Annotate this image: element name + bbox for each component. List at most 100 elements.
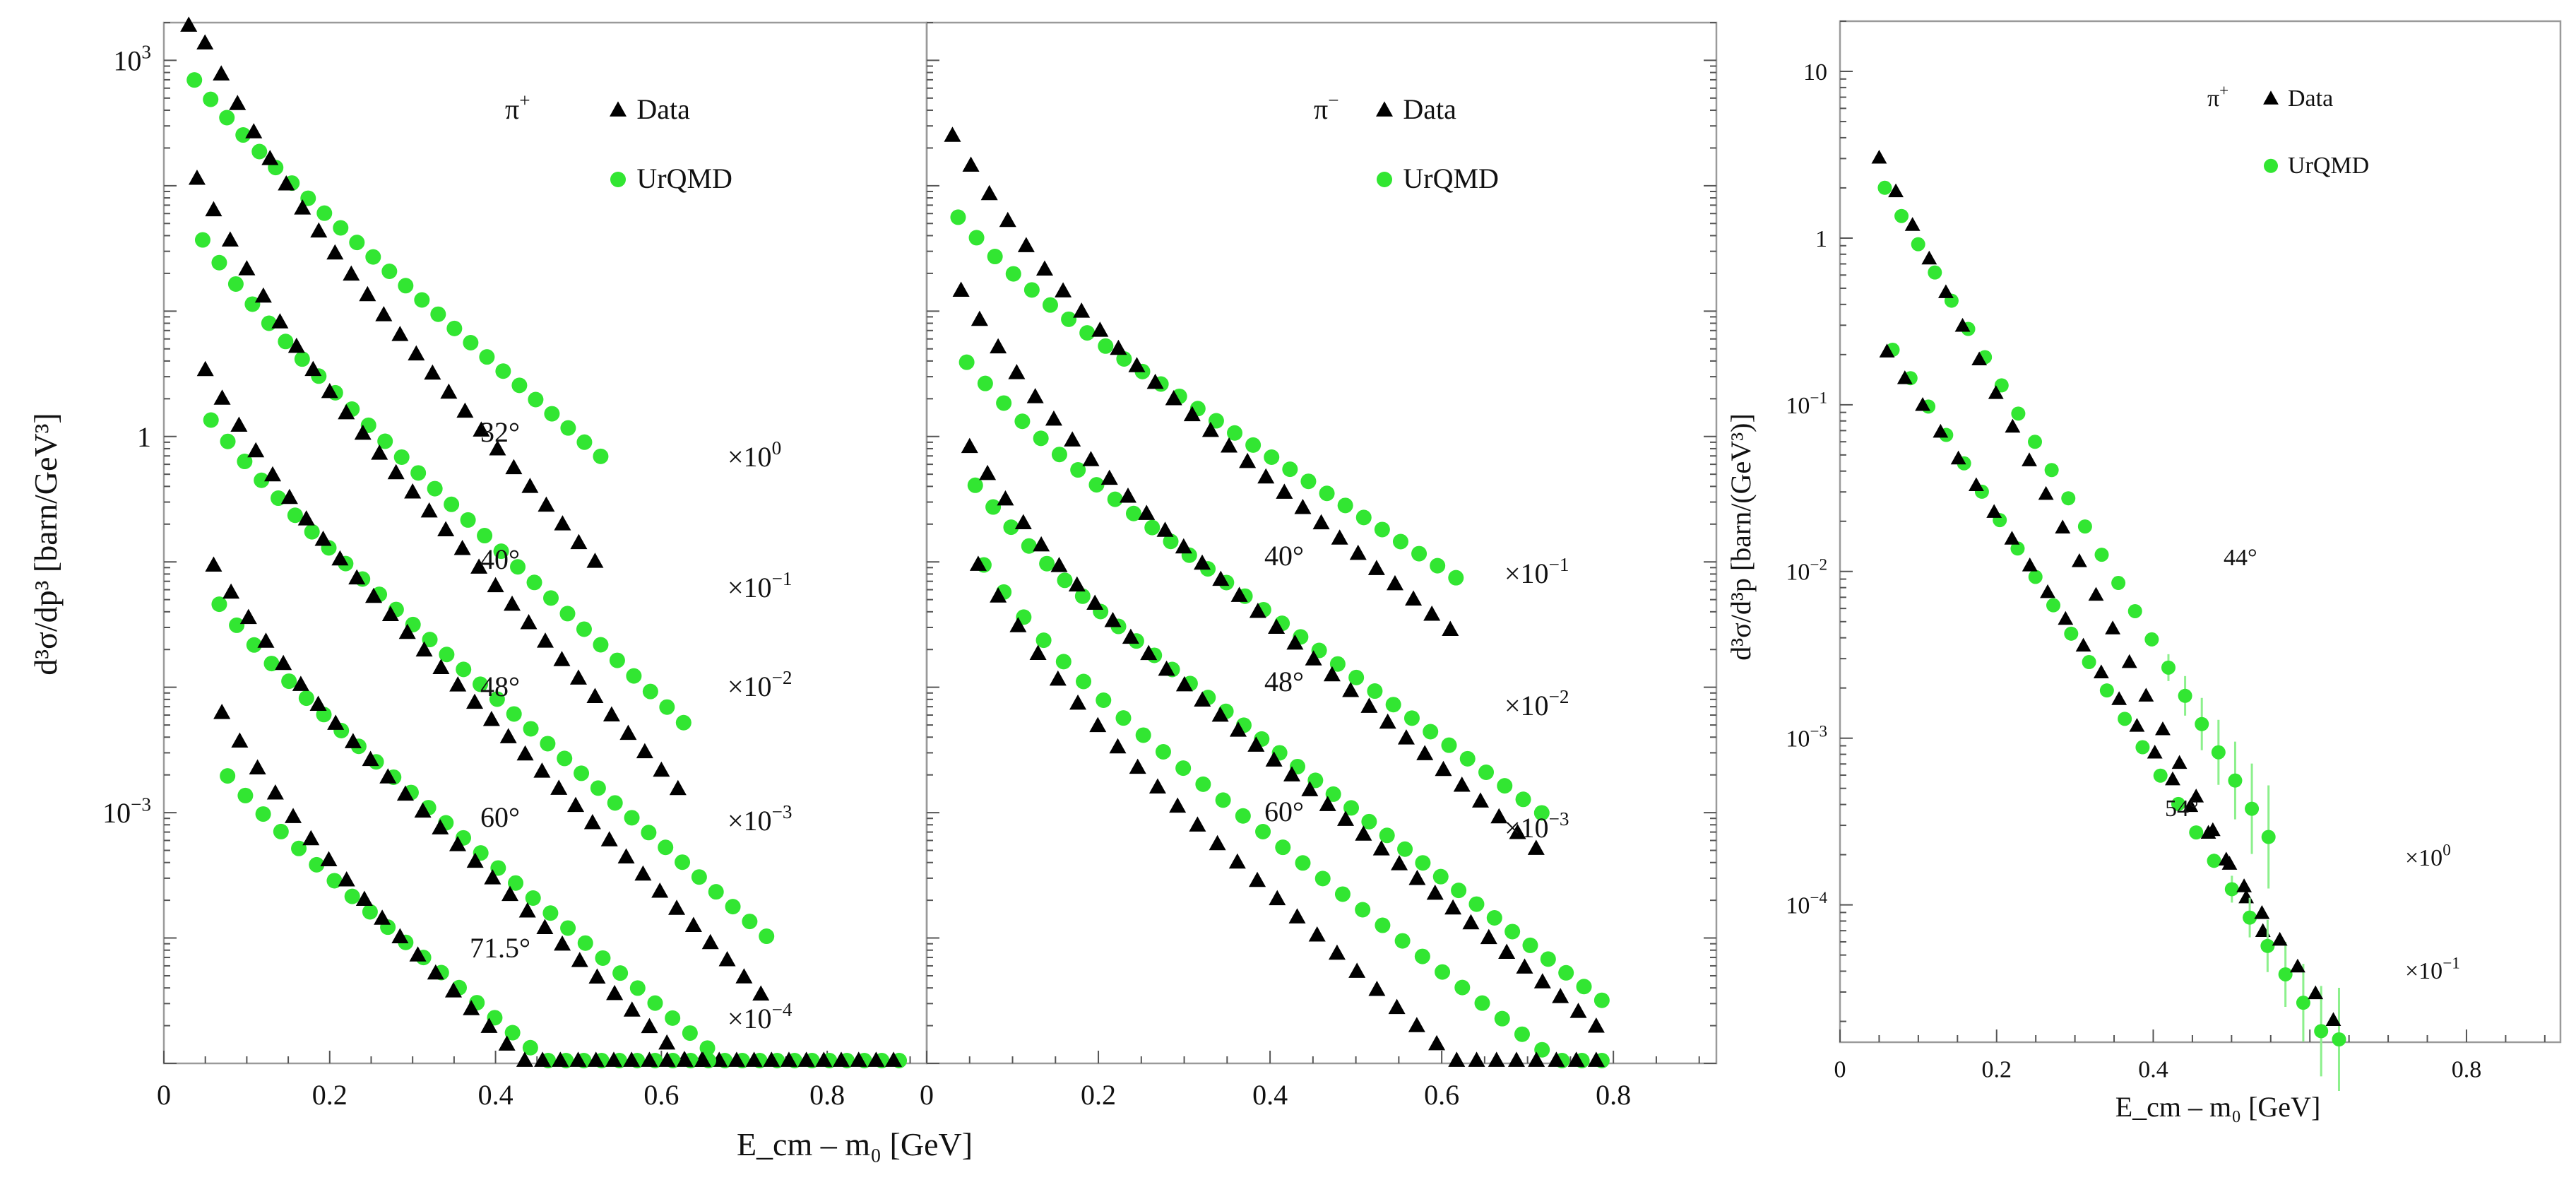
data-point (338, 871, 355, 887)
data-point (2272, 931, 2288, 946)
model-point (304, 524, 320, 540)
data-point (538, 496, 555, 512)
x-tick-label: 0.8 (1596, 1079, 1631, 1111)
data-point (2218, 851, 2234, 866)
data-point (780, 1051, 797, 1067)
data-point (1294, 499, 1312, 514)
model-point (629, 980, 646, 996)
model-point (1079, 325, 1096, 341)
data-point (651, 883, 669, 898)
data-point (1209, 834, 1226, 851)
data-point (408, 345, 425, 361)
data-point (2111, 691, 2127, 705)
data-point (1109, 738, 1127, 754)
data-point (245, 123, 263, 138)
model-point (560, 420, 576, 436)
model-point (1023, 282, 1040, 298)
model-point (1533, 805, 1550, 821)
data-point (221, 231, 239, 247)
data-point (1444, 899, 1462, 915)
data-point (1507, 1051, 1525, 1067)
model-point (1107, 491, 1123, 507)
model-point (1255, 823, 1271, 839)
data-point (1265, 751, 1283, 767)
data-point (420, 502, 438, 518)
model-point (235, 127, 251, 143)
data-point (554, 515, 571, 531)
plot-frame (1839, 20, 2562, 1044)
model-point (508, 875, 524, 891)
data-point (2325, 1012, 2341, 1026)
model-point (377, 433, 393, 449)
legend-particle: π+ (505, 90, 530, 125)
data-point (1283, 766, 1301, 781)
model-point (1534, 1041, 1550, 1058)
data-point (487, 577, 504, 593)
data-point (470, 558, 488, 574)
model-point (281, 673, 297, 690)
model-point (1208, 413, 1224, 429)
data-point (1269, 890, 1286, 906)
model-point (1411, 545, 1428, 562)
data-point (1897, 370, 1913, 384)
data-point (1498, 943, 1516, 959)
model-point (1494, 1010, 1510, 1027)
model-point (1264, 449, 1280, 466)
data-point (1026, 388, 1044, 403)
data-point (516, 745, 534, 761)
data-point (1009, 617, 1027, 632)
data-point (1408, 869, 1426, 885)
model-point (540, 736, 556, 752)
scale-label: ×10−1 (2405, 955, 2460, 984)
data-point (359, 285, 376, 302)
data-point (1552, 988, 1569, 1003)
data-point (326, 244, 344, 260)
data-point (287, 337, 305, 353)
legend-data-label: Data (2288, 85, 2333, 112)
data-point (718, 951, 736, 967)
model-point (489, 691, 505, 707)
data-point (231, 732, 249, 748)
data-point (658, 1051, 676, 1067)
data-point (2093, 664, 2109, 678)
model-point (1415, 855, 1431, 871)
model-point (1074, 588, 1091, 604)
data-point (375, 306, 393, 321)
data-point (213, 65, 230, 81)
x-tick-label: 0.2 (312, 1079, 348, 1111)
model-point (414, 292, 430, 308)
scale-label: ×10−3 (728, 801, 793, 837)
legend-data-marker (609, 101, 627, 117)
model-point (699, 1040, 716, 1056)
model-point (1033, 430, 1049, 447)
model-point (967, 477, 983, 493)
model-point (294, 351, 310, 367)
model-point (2099, 683, 2114, 698)
model-point (219, 110, 235, 126)
data-point (449, 676, 467, 692)
data-point (1349, 544, 1367, 560)
data-point (641, 1017, 658, 1034)
plot-frame (925, 21, 1718, 1065)
data-point (1104, 612, 1122, 627)
model-point (2028, 435, 2043, 449)
data-point (1937, 284, 1954, 298)
data-point (196, 360, 214, 377)
y-tick-label: 10 (1803, 59, 1827, 85)
x-tick-label: 0.2 (1081, 1079, 1116, 1111)
data-point (278, 175, 295, 191)
data-point (586, 553, 604, 568)
data-point (1268, 618, 1286, 634)
model-point (1435, 964, 1451, 980)
data-point (453, 540, 471, 555)
model-point (1928, 265, 1942, 280)
model-point (1348, 669, 1365, 685)
data-point (1221, 437, 1238, 453)
data-point (1988, 385, 2004, 399)
model-point (194, 232, 210, 248)
data-point (1548, 1051, 1565, 1067)
data-point (466, 693, 484, 709)
data-point (1921, 250, 1937, 265)
data-point (518, 902, 536, 918)
model-point (2178, 688, 2192, 703)
